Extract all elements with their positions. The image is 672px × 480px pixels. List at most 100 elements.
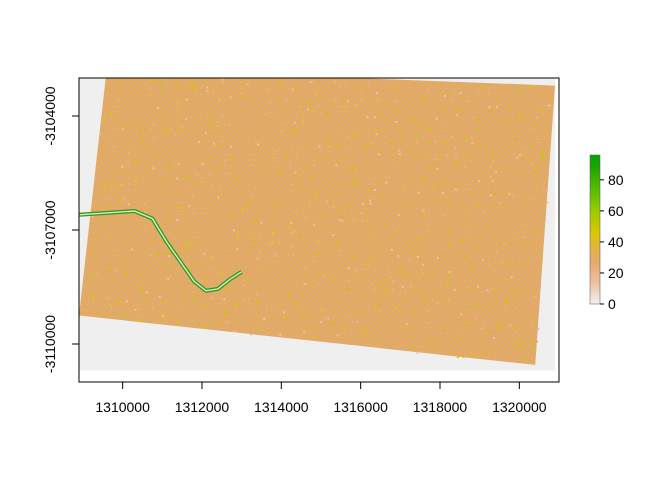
raster-speckle [261,329,263,331]
raster-speckle [467,304,469,306]
raster-speckle [481,102,482,104]
raster-speckle [462,205,464,207]
raster-speckle [266,110,268,111]
raster-speckle [177,150,179,152]
raster-speckle [166,317,168,319]
raster-speckle [103,228,105,230]
raster-speckle [474,206,476,208]
raster-speckle [205,134,207,136]
raster-speckle [397,255,400,258]
raster-speckle [272,241,275,244]
raster-speckle [450,273,452,274]
raster-speckle [431,340,433,343]
raster-speckle [257,192,258,194]
raster-speckle [481,85,484,88]
raster-speckle [449,202,452,205]
raster-speckle [99,312,101,314]
raster-speckle [375,183,378,186]
raster-speckle [480,327,482,330]
raster-speckle [366,263,369,266]
raster-speckle [211,159,213,160]
raster-speckle [374,287,377,290]
raster-speckle [332,336,334,338]
raster-speckle [511,109,513,111]
raster-speckle [115,269,118,272]
raster-speckle [545,189,547,191]
raster-speckle [458,93,460,95]
raster-speckle [130,126,132,127]
raster-speckle [375,154,377,156]
raster-speckle [475,91,477,92]
raster-speckle [362,269,364,270]
raster-speckle [222,109,224,110]
raster-speckle [443,114,445,115]
raster-speckle [415,229,417,231]
raster-speckle [381,166,383,168]
raster-speckle [326,112,328,114]
raster-speckle [370,231,373,234]
raster-speckle [121,126,124,129]
raster-speckle [289,245,291,247]
raster-speckle [317,105,319,107]
raster-speckle [431,299,433,300]
raster-speckle [301,315,304,318]
raster-speckle [298,174,301,177]
raster-speckle [295,262,298,264]
raster-speckle [171,218,172,220]
raster-speckle [250,310,252,312]
raster-speckle [405,323,408,326]
raster-speckle [212,90,215,93]
raster-speckle [430,132,432,134]
raster-speckle [400,276,402,278]
raster-speckle [154,166,155,168]
x-tick-label: 1310000 [95,399,150,415]
raster-speckle [295,211,297,213]
raster-speckle [130,228,132,230]
raster-speckle [211,118,213,120]
raster-speckle [172,163,174,166]
raster-speckle [491,179,494,182]
raster-speckle [332,230,334,232]
raster-speckle [317,282,319,284]
raster-speckle [313,319,315,321]
raster-speckle [505,126,507,128]
raster-speckle [168,265,171,268]
raster-speckle [533,256,535,258]
raster-speckle [214,113,215,115]
raster-speckle [487,135,489,137]
raster-speckle [534,349,537,352]
raster-speckle [110,116,113,118]
raster-speckle [403,107,405,108]
raster-speckle [347,182,350,185]
raster-speckle [243,299,246,302]
raster-speckle [109,281,111,283]
raster-speckle [454,155,455,157]
raster-speckle [232,229,235,232]
raster-speckle [334,334,336,336]
raster-speckle [357,181,360,184]
raster-speckle [346,319,349,322]
raster-speckle [200,183,202,185]
raster-speckle [135,160,138,162]
raster-speckle [521,173,524,176]
raster-speckle [458,302,460,304]
raster-speckle [501,117,503,119]
raster-speckle [118,198,120,201]
raster-speckle [283,257,285,258]
raster-speckle [262,131,263,132]
raster-speckle [305,216,308,219]
raster-speckle [186,264,188,266]
raster-speckle [158,295,161,298]
raster-speckle [249,236,252,239]
raster-speckle [222,129,224,131]
raster-speckle [101,158,104,161]
raster-speckle [119,81,121,83]
raster-speckle [470,268,473,270]
raster-speckle [150,128,152,130]
raster-speckle [510,175,513,178]
raster-speckle [395,120,398,123]
raster-speckle [279,137,282,140]
raster-speckle [394,149,396,151]
raster-speckle [448,232,451,235]
raster-speckle [236,248,239,251]
